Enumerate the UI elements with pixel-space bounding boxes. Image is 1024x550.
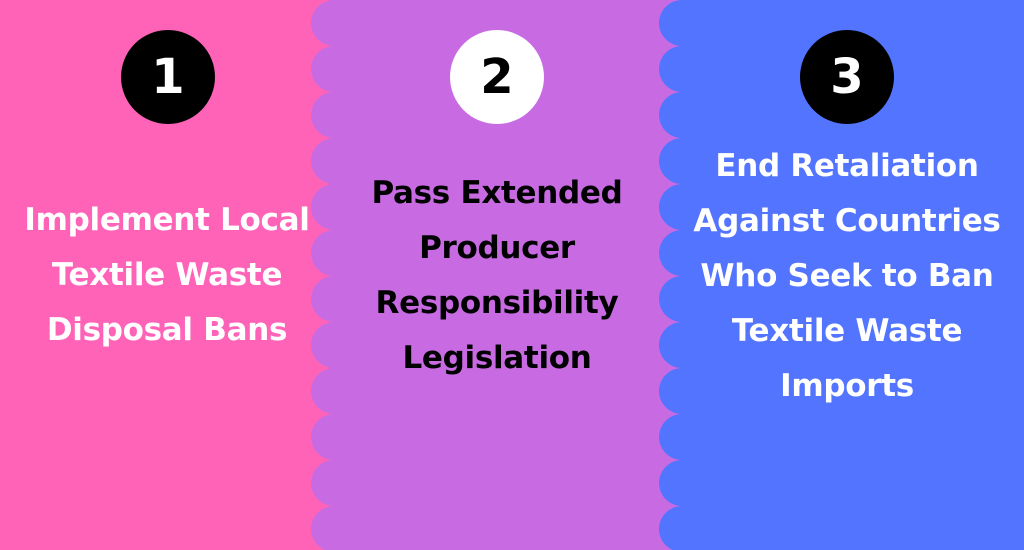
step-2-number: 2 [480,49,514,105]
step-1-line-2: Textile Waste [51,257,283,293]
step-2-line-4: Legislation [402,340,592,376]
step-2-line-3: Responsibility [375,285,619,321]
panel-blue [659,0,1024,550]
step-1-number: 1 [151,49,185,105]
step-1-line-1: Implement Local [24,202,310,238]
step-2-line-1: Pass Extended [371,175,623,211]
step-2-column: 2 Pass Extended Producer Responsibility … [330,0,664,550]
step-1-line-3: Disposal Bans [46,312,288,348]
step-3-column: 3 End Retaliation Against Countries Who … [680,0,1014,550]
step-1-number-badge: 1 [121,30,215,124]
step-3-line-1: End Retaliation [715,148,979,184]
step-3-number-badge: 3 [800,30,894,124]
step-2-number-badge: 2 [450,30,544,124]
step-3-line-5: Imports [780,368,914,404]
step-3-number: 3 [830,49,864,105]
step-1-column: 1 Implement Local Textile Waste Disposal… [0,0,334,550]
step-1-label: Implement Local Textile Waste Disposal B… [0,193,334,358]
step-2-line-2: Producer [419,230,575,266]
step-2-label: Pass Extended Producer Responsibility Le… [330,166,664,386]
step-3-label: End Retaliation Against Countries Who Se… [680,139,1014,414]
step-3-line-3: Who Seek to Ban [700,258,994,294]
step-3-line-2: Against Countries [693,203,1001,239]
step-3-line-4: Textile Waste [731,313,963,349]
